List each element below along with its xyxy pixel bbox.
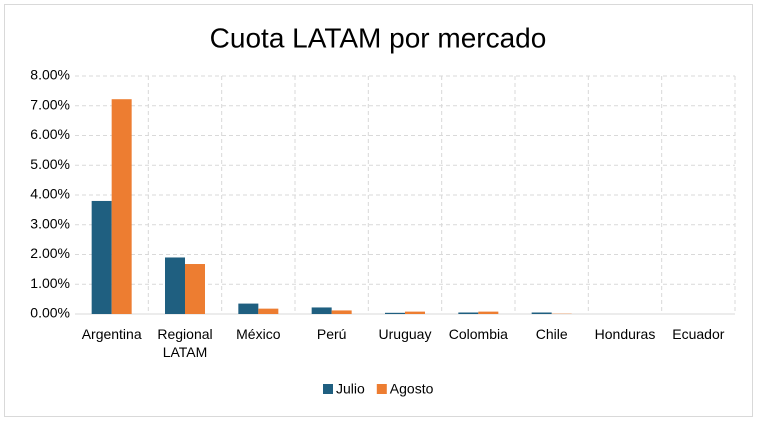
x-tick-label: Regional LATAM [157, 326, 213, 360]
y-tick-label: 6.00% [30, 126, 70, 142]
bar [258, 308, 279, 314]
bar [478, 311, 499, 314]
legend-swatch [323, 384, 333, 394]
chart-title: Cuota LATAM por mercado [210, 22, 547, 53]
y-tick-label: 7.00% [30, 96, 70, 112]
legend-label: Julio [336, 381, 365, 397]
bar [111, 99, 132, 314]
y-tick-label: 5.00% [30, 156, 70, 172]
bar [238, 303, 259, 314]
x-tick-label: Argentina [81, 326, 142, 342]
legend-label: Agosto [390, 381, 434, 397]
y-tick-label: 3.00% [30, 215, 70, 231]
bar [91, 200, 112, 314]
x-tick-label: Colombia [448, 326, 508, 342]
bar [165, 257, 185, 314]
x-tick-label: Perú [316, 326, 347, 342]
y-tick-label: 1.00% [30, 275, 70, 291]
bar [331, 310, 352, 314]
x-tick-label: Uruguay [378, 326, 432, 342]
bar [311, 307, 332, 314]
bar [385, 312, 405, 314]
bar [405, 311, 425, 314]
y-tick-label: 4.00% [30, 186, 70, 202]
bar [531, 312, 552, 314]
bar [458, 312, 479, 314]
y-tick-label: 0.00% [30, 305, 70, 321]
bar [185, 264, 205, 314]
x-tick-label: México [236, 326, 281, 342]
y-tick-label: 2.00% [30, 245, 70, 261]
legend-swatch [376, 384, 387, 394]
x-tick-label: Chile [535, 326, 568, 342]
x-tick-label: Honduras [594, 326, 656, 342]
x-tick-label: Ecuador [672, 326, 725, 342]
y-tick-label: 8.00% [30, 67, 70, 83]
